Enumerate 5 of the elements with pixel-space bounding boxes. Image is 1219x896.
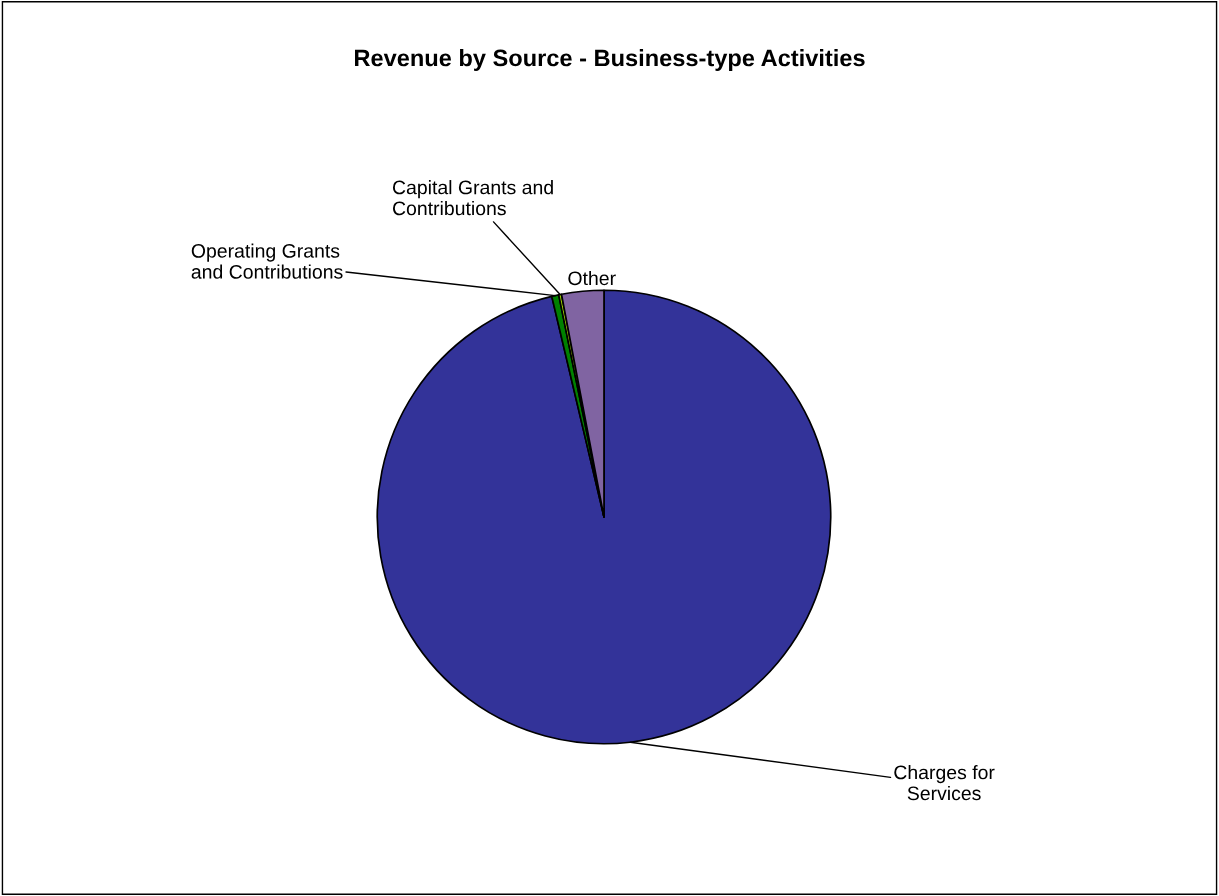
slice-label: Other: [568, 270, 616, 286]
slice-label: Charges for Services: [894, 765, 995, 801]
slice-label: Capital Grants and Contributions: [392, 180, 553, 216]
slice-label: Operating Grants and Contributions: [191, 243, 343, 279]
chart-title: Revenue by Source - Business-type Activities: [355, 49, 865, 71]
